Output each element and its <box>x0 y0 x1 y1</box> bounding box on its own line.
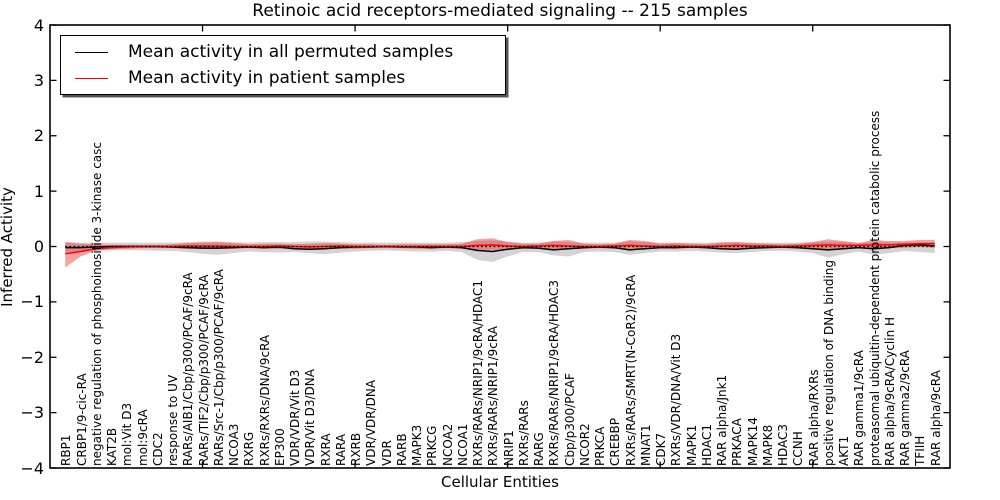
x-category-label: MNAT1 <box>638 424 653 466</box>
permuted-line-swatch <box>75 51 108 53</box>
x-category-label: MAPK14 <box>745 417 760 466</box>
x-category-label: PRKCG <box>425 425 440 466</box>
x-category-label: RARs/AIB1/Cbp/p300/PCAF/9cRA <box>181 272 196 466</box>
x-category-label: RAR alpha/9cRA/Cyclin H <box>882 316 897 466</box>
legend-label-permuted: Mean activity in all permuted samples <box>128 42 454 62</box>
legend-label-patient: Mean activity in patient samples <box>128 68 406 88</box>
x-category-label: RAR gamma1/9cRA <box>852 350 867 466</box>
x-category-label: negative regulation of phosphoinositide … <box>89 142 104 466</box>
x-category-label: RXRs/VDR/DNA/Vit D3 <box>669 333 684 466</box>
x-category-label: RAR alpha/Jnk1 <box>715 374 730 466</box>
x-category-label: NCOA1 <box>455 423 470 466</box>
x-category-label: NCOR2 <box>577 423 592 466</box>
x-axis-title: Cellular Entities <box>441 473 559 491</box>
x-category-label: PRKACA <box>730 418 745 466</box>
x-category-label: AKT1 <box>837 435 852 466</box>
x-category-label: VDR/Vit D3/DNA <box>303 369 318 466</box>
x-category-label: NCOA3 <box>227 423 242 466</box>
x-category-label: RARB <box>394 433 409 466</box>
x-category-label: RARG <box>532 432 547 466</box>
x-category-label: RARs/TIF2/Cbp/p300/PCAF/9cRA <box>196 274 211 466</box>
x-category-label: CDC2 <box>150 432 165 466</box>
x-category-label: RXRs/RARs <box>516 400 531 466</box>
x-category-label: RARs/Src-1/Cbp/p300/PCAF/9cRA <box>211 269 226 466</box>
x-category-label: RARA <box>333 433 348 466</box>
x-category-label: RAR gamma2/9cRA <box>898 350 913 466</box>
x-category-label: RXRs/RARs/NRIP1/9cRA/HDAC3 <box>547 279 562 466</box>
x-category-label: mol:9cRA <box>135 409 150 466</box>
x-category-label: RXRs/RARs/NRIP1/9cRA <box>486 326 501 466</box>
x-category-label: HDAC3 <box>776 423 791 466</box>
x-category-label: VDR/VDR/DNA <box>364 379 379 466</box>
x-category-label: NCOA2 <box>440 423 455 466</box>
x-category-label: positive regulation of DNA binding <box>821 260 836 466</box>
y-tick-label: −3 <box>20 403 44 423</box>
x-category-label: EP300 <box>272 428 287 466</box>
y-tick-label: 0 <box>33 237 44 256</box>
y-tick-label: 2 <box>33 126 44 146</box>
x-category-label: CRBP1/9-cic-RA <box>74 373 89 466</box>
y-tick-label: −4 <box>20 458 44 478</box>
x-category-label: RXRB <box>349 432 364 466</box>
x-category-label: PRKCA <box>593 426 608 466</box>
x-category-label: CCNH <box>791 431 806 466</box>
legend: Mean activity in all permuted samples Me… <box>60 35 506 95</box>
y-tick-label: 1 <box>33 181 44 201</box>
x-category-label: CDK7 <box>654 432 669 466</box>
permuted-mean-line <box>65 244 935 253</box>
x-category-label: response to UV <box>166 374 181 466</box>
chart-title: Retinoic acid receptors-mediated signali… <box>252 1 748 21</box>
x-category-label: MAPK1 <box>684 424 699 466</box>
y-tick-label: −1 <box>20 292 44 312</box>
legend-entry-permuted: Mean activity in all permuted samples <box>61 39 505 65</box>
x-category-label: proteasomal ubiquitin-dependent protein … <box>867 110 882 466</box>
x-category-label: RXRs/RXRs/DNA/9cRA <box>257 334 272 466</box>
y-axis-title: Inferred Activity <box>0 187 16 307</box>
x-category-label: RAR alpha/9cRA <box>928 370 943 466</box>
x-category-label: NRIP1 <box>501 430 516 466</box>
x-category-label: VDR/VDR/Vit D3 <box>288 369 303 466</box>
x-category-label: RXRs/RARs/SMRT(N-CoR2)/9cRA <box>623 274 638 466</box>
x-category-label: RBP1 <box>59 434 74 466</box>
legend-entry-patient: Mean activity in patient samples <box>61 65 505 91</box>
x-category-label: mol:Vit D3 <box>120 402 135 466</box>
y-tick-label: 4 <box>33 15 44 35</box>
x-category-label: VDR <box>379 440 394 466</box>
x-category-label: MAPK8 <box>760 424 775 466</box>
x-category-label: MAPK3 <box>410 424 425 466</box>
x-category-label: HDAC1 <box>699 423 714 466</box>
patient-mean-line <box>65 242 935 255</box>
patient-line-swatch <box>75 77 108 79</box>
y-tick-label: −2 <box>20 347 44 367</box>
x-category-label: RXRs/RARs/NRIP1/9cRA/HDAC1 <box>471 279 486 466</box>
x-category-label: RAR alpha/RXRs <box>806 369 821 466</box>
x-category-label: Cbp/p300/PCAF <box>562 373 577 466</box>
x-category-label: TFIIH <box>913 435 928 466</box>
y-tick-label: 3 <box>33 70 44 90</box>
x-category-label: CREBBP <box>608 418 623 466</box>
x-category-label: KAT2B <box>105 427 120 466</box>
x-category-label: RXRG <box>242 431 257 466</box>
x-category-label: RXRA <box>318 433 333 466</box>
